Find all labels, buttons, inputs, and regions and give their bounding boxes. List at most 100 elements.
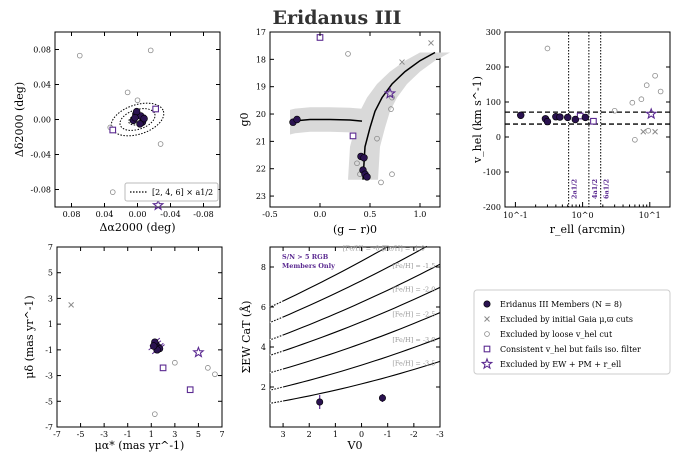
y-tick-label: 4 [261,343,266,352]
excluded-ewpm-point [644,107,658,120]
panel-legend-frame [124,182,219,202]
excluded-vhel-point [134,97,141,104]
y-axis-label: Δδ2000 (deg) [13,82,26,157]
excluded-vhel-point [378,179,384,186]
x-tick-label: 3 [172,430,177,439]
excluded-vhel-point [629,99,636,106]
hb-selection-band [290,107,362,135]
x-tick-label: 10^0 [572,211,594,220]
x-tick-label: 0.00 [129,210,147,219]
excluded-gaia-point [652,128,658,135]
x-tick-label: 1 [149,430,154,439]
excluded-iso-point [152,105,160,113]
legend-label-vhel: Excluded by loose v_hel cut [500,330,613,339]
excluded-vhel-point [212,371,218,378]
member-point [136,120,144,128]
member-point [131,114,139,122]
y-tick-label: 21 [256,137,266,146]
metallicity-curve-extrapolated [269,316,284,324]
x-tick-label: -3 [100,430,108,439]
x-axis-label: Δα2000 (deg) [99,221,175,234]
y-axis-label: μδ (mas yr^-1) [23,295,36,378]
x-axis-label: μα* (mas yr^-1) [95,439,185,452]
excluded-vhel-point [354,160,360,167]
legend: Eridanus III Members (N = 8) Excluded by… [473,289,671,375]
figure-title: Eridanus III [273,7,402,29]
metallicity-curve-label: [Fe/H] = -0.5 [343,245,386,253]
x-tick-label: -3 [436,430,444,439]
panel-legend-label: [2, 4, 6] × a1/2 [152,188,213,197]
annotation-line: Members Only [282,262,335,270]
excluded-vhel-point [205,365,211,371]
metallicity-curve-extrapolated [269,334,284,341]
excluded-iso-point [159,364,167,372]
excluded-vhel-point [172,359,178,366]
excluded-iso-point [349,132,357,140]
isochrone-rgb [362,51,436,180]
panel-cmd: -0.5 0.0 0.5 1.0 17 18 19 20 21 22 23 (g − r)0 g0 [238,28,450,236]
x-tick-label: 1.0 [414,210,427,219]
member-point [293,115,301,124]
metallicity-curve [269,245,428,324]
metallicity-curve-extrapolated [269,300,284,308]
metallicity-curve-label: [Fe/H] = -1.0 [382,244,425,252]
y-axis-label: ΣEW CaT (Å) [239,301,253,374]
x-tick-label: -5 [77,430,85,439]
metallicity-curve-label: [Fe/H] = -3.0 [392,336,435,344]
metallicity-curve-extrapolated [269,368,284,374]
half-light-radius-label: 6a1/2 [603,179,611,199]
selection-band [348,52,450,180]
excluded-gaia-point [428,40,434,46]
y-tick-label: -7 [45,423,53,432]
half-light-radius-label: 2a1/2 [571,179,579,199]
y-axis-label: g0 [238,112,251,126]
legend-label-iso: Consistent v_hel but fails iso. filter [500,345,641,354]
member-point [132,107,141,116]
metallicity-curve [269,263,441,341]
x-tick-label: 10^-1 [503,211,528,220]
axes-frame [269,31,441,208]
excluded-gaia-point [640,128,647,135]
excluded-vhel-point [645,127,652,134]
y-tick-label: 6 [261,303,266,312]
y-tick-label: 3 [48,294,53,303]
x-tick-label: -0.08 [193,210,214,219]
member-point [563,113,572,122]
excluded-vhel-point [76,52,83,59]
y-tick-label: 0.00 [33,116,51,125]
y-tick-label: -1 [45,346,53,355]
metallicity-curve-extrapolated [269,350,284,356]
x-tick-label: -2 [410,430,418,439]
y-tick-label: 7 [48,243,53,252]
metallicity-curve [269,286,441,356]
member-point [363,173,371,181]
legend-label-gaia: Excluded by initial Gaia μ,ϖ cuts [500,315,633,324]
excluded-gaia-point [68,302,74,308]
metallicity-curve-label: [Fe/H] = -2.0 [392,285,435,293]
x-tick-label: -0.5 [262,210,277,219]
excluded-ewpm-point [383,86,397,99]
legend-label-ewpm: Excluded by EW + PM + r_ell [500,360,622,369]
metallicity-curve [269,360,441,404]
excluded-gaia-point [399,59,405,65]
excluded-vhel-point [657,88,664,95]
panel-calcium-triplet: [Fe/H] = -0.5[Fe/H] = -1.0 [Fe/H] = -1.5 [… [239,244,444,452]
member-point [483,300,491,308]
member-point [556,113,564,121]
excluded-vhel-point [109,189,116,195]
excluded-iso-point [186,386,194,394]
excluded-vhel-point [147,47,154,54]
y-tick-label: 23 [256,192,266,201]
excluded-ewpm-point [480,357,494,370]
member-point [140,114,148,123]
y-tick-label: 18 [256,55,266,64]
panel-spatial: 0.08 0.04 0.00 -0.04 -0.08 0.08 0.04 0.00 -0.04 -… [13,31,221,234]
x-tick-label: 0.04 [96,210,114,219]
panel-velocity: 2a1/2 4a1/2 6a1/2 10^-1 10^0 10^1 300 200 100 0 -1… [471,28,671,236]
legend-label-members: Eridanus III Members (N = 8) [500,300,622,309]
metallicity-curve [269,312,441,374]
y-tick-label: 8 [261,263,266,272]
x-tick-label: -7 [53,430,61,439]
y-tick-label: 19 [256,83,266,92]
